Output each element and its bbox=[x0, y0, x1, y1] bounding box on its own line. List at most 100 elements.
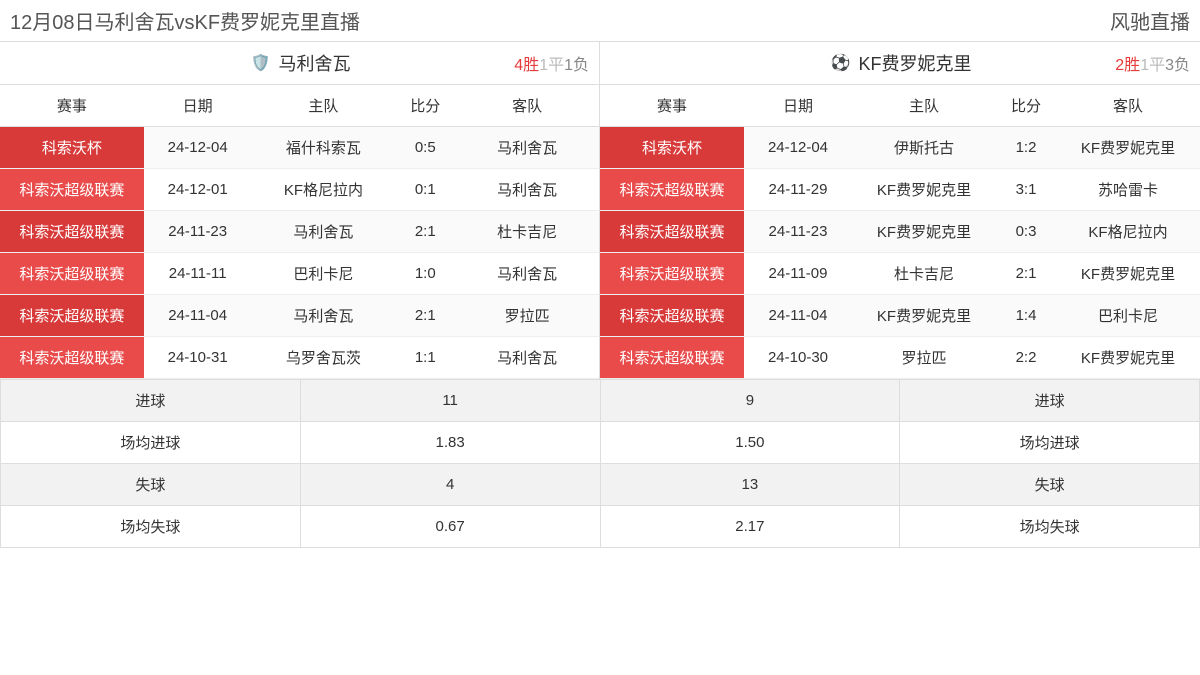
score-cell: 1:2 bbox=[996, 127, 1056, 169]
col-date: 日期 bbox=[744, 85, 852, 127]
stats-row: 失球413失球 bbox=[1, 464, 1200, 506]
score-cell: 0:3 bbox=[996, 211, 1056, 253]
away-team-cell: 巴利卡尼 bbox=[1056, 295, 1200, 337]
stat-label: 场均进球 bbox=[900, 422, 1200, 464]
home-team-cell: KF费罗妮克里 bbox=[852, 169, 996, 211]
date-cell: 24-11-23 bbox=[744, 211, 852, 253]
stat-label: 失球 bbox=[900, 464, 1200, 506]
stat-right-value: 9 bbox=[600, 380, 900, 422]
col-away: 客队 bbox=[455, 85, 599, 127]
date-cell: 24-10-30 bbox=[744, 337, 852, 379]
home-team-cell: KF格尼拉内 bbox=[252, 169, 396, 211]
competition-cell: 科索沃超级联赛 bbox=[600, 337, 744, 379]
table-row: 科索沃超级联赛24-10-31乌罗舍瓦茨1:1马利舍瓦 bbox=[0, 337, 599, 379]
col-date: 日期 bbox=[144, 85, 252, 127]
home-team-cell: 巴利卡尼 bbox=[252, 253, 396, 295]
main-content: 🛡️ 马利舍瓦 4胜1平1负 赛事 日期 主队 比分 客队 科索沃杯24-12-… bbox=[0, 41, 1200, 379]
competition-cell: 科索沃超级联赛 bbox=[600, 253, 744, 295]
stats-row: 进球119进球 bbox=[1, 380, 1200, 422]
competition-cell: 科索沃超级联赛 bbox=[0, 337, 144, 379]
score-cell: 1:0 bbox=[395, 253, 455, 295]
stat-right-value: 1.50 bbox=[600, 422, 900, 464]
stat-label: 场均进球 bbox=[1, 422, 301, 464]
right-history-table: 赛事 日期 主队 比分 客队 科索沃杯24-12-04伊斯托古1:2KF费罗妮克… bbox=[600, 85, 1200, 379]
competition-cell: 科索沃超级联赛 bbox=[0, 295, 144, 337]
competition-cell: 科索沃超级联赛 bbox=[600, 169, 744, 211]
score-cell: 2:1 bbox=[395, 295, 455, 337]
stat-label: 进球 bbox=[1, 380, 301, 422]
table-row: 科索沃杯24-12-04伊斯托古1:2KF费罗妮克里 bbox=[600, 127, 1200, 169]
date-cell: 24-11-04 bbox=[744, 295, 852, 337]
date-cell: 24-12-04 bbox=[144, 127, 252, 169]
away-team-cell: 马利舍瓦 bbox=[455, 169, 599, 211]
right-team-record: 2胜1平3负 bbox=[1115, 51, 1190, 75]
stat-right-value: 2.17 bbox=[600, 506, 900, 548]
col-home: 主队 bbox=[252, 85, 396, 127]
away-team-cell: 马利舍瓦 bbox=[455, 253, 599, 295]
draws-label: 1平 bbox=[539, 57, 564, 74]
home-team-cell: 乌罗舍瓦茨 bbox=[252, 337, 396, 379]
score-cell: 1:4 bbox=[996, 295, 1056, 337]
table-row: 科索沃超级联赛24-11-29KF费罗妮克里3:1苏哈雷卡 bbox=[600, 169, 1200, 211]
home-team-cell: KF费罗妮克里 bbox=[852, 295, 996, 337]
left-team-record: 4胜1平1负 bbox=[514, 51, 589, 75]
left-team-header: 🛡️ 马利舍瓦 4胜1平1负 bbox=[0, 42, 599, 85]
right-team-name: KF费罗妮克里 bbox=[858, 50, 971, 76]
table-row: 科索沃超级联赛24-11-11巴利卡尼1:0马利舍瓦 bbox=[0, 253, 599, 295]
page-title: 12月08日马利舍瓦vsKF费罗妮克里直播 bbox=[10, 6, 360, 35]
away-team-cell: KF费罗妮克里 bbox=[1056, 127, 1200, 169]
score-cell: 1:1 bbox=[395, 337, 455, 379]
away-team-cell: 罗拉匹 bbox=[455, 295, 599, 337]
away-team-cell: KF费罗妮克里 bbox=[1056, 253, 1200, 295]
competition-cell: 科索沃超级联赛 bbox=[600, 295, 744, 337]
stat-label: 场均失球 bbox=[1, 506, 301, 548]
col-event: 赛事 bbox=[600, 85, 744, 127]
competition-cell: 科索沃超级联赛 bbox=[600, 211, 744, 253]
date-cell: 24-12-01 bbox=[144, 169, 252, 211]
away-team-cell: KF费罗妮克里 bbox=[1056, 337, 1200, 379]
score-cell: 2:1 bbox=[395, 211, 455, 253]
home-team-cell: 伊斯托古 bbox=[852, 127, 996, 169]
date-cell: 24-12-04 bbox=[744, 127, 852, 169]
stats-row: 场均失球0.672.17场均失球 bbox=[1, 506, 1200, 548]
left-team-panel: 🛡️ 马利舍瓦 4胜1平1负 赛事 日期 主队 比分 客队 科索沃杯24-12-… bbox=[0, 42, 600, 379]
wins-label: 2胜 bbox=[1115, 57, 1140, 74]
stat-right-value: 13 bbox=[600, 464, 900, 506]
stats-table: 进球119进球场均进球1.831.50场均进球失球413失球场均失球0.672.… bbox=[0, 379, 1200, 548]
left-history-table: 赛事 日期 主队 比分 客队 科索沃杯24-12-04福什科索瓦0:5马利舍瓦科… bbox=[0, 85, 599, 379]
competition-cell: 科索沃超级联赛 bbox=[0, 253, 144, 295]
page-header: 12月08日马利舍瓦vsKF费罗妮克里直播 风驰直播 bbox=[0, 0, 1200, 41]
right-team-logo-icon: ⚽ bbox=[828, 51, 852, 75]
stats-row: 场均进球1.831.50场均进球 bbox=[1, 422, 1200, 464]
score-cell: 0:5 bbox=[395, 127, 455, 169]
right-team-header: ⚽ KF费罗妮克里 2胜1平3负 bbox=[600, 42, 1200, 85]
col-away: 客队 bbox=[1056, 85, 1200, 127]
right-team-panel: ⚽ KF费罗妮克里 2胜1平3负 赛事 日期 主队 比分 客队 科索沃杯24-1… bbox=[600, 42, 1200, 379]
competition-cell: 科索沃超级联赛 bbox=[0, 211, 144, 253]
competition-cell: 科索沃杯 bbox=[600, 127, 744, 169]
brand-label: 风驰直播 bbox=[1110, 6, 1190, 35]
stat-left-value: 11 bbox=[300, 380, 600, 422]
away-team-cell: 马利舍瓦 bbox=[455, 337, 599, 379]
draws-label: 1平 bbox=[1140, 57, 1165, 74]
score-cell: 2:1 bbox=[996, 253, 1056, 295]
col-score: 比分 bbox=[996, 85, 1056, 127]
table-row: 科索沃超级联赛24-11-23KF费罗妮克里0:3KF格尼拉内 bbox=[600, 211, 1200, 253]
away-team-cell: 苏哈雷卡 bbox=[1056, 169, 1200, 211]
away-team-cell: KF格尼拉内 bbox=[1056, 211, 1200, 253]
table-row: 科索沃超级联赛24-11-04马利舍瓦2:1罗拉匹 bbox=[0, 295, 599, 337]
table-row: 科索沃杯24-12-04福什科索瓦0:5马利舍瓦 bbox=[0, 127, 599, 169]
table-row: 科索沃超级联赛24-10-30罗拉匹2:2KF费罗妮克里 bbox=[600, 337, 1200, 379]
col-score: 比分 bbox=[395, 85, 455, 127]
table-row: 科索沃超级联赛24-11-04KF费罗妮克里1:4巴利卡尼 bbox=[600, 295, 1200, 337]
date-cell: 24-10-31 bbox=[144, 337, 252, 379]
home-team-cell: 福什科索瓦 bbox=[252, 127, 396, 169]
home-team-cell: 马利舍瓦 bbox=[252, 295, 396, 337]
table-row: 科索沃超级联赛24-11-23马利舍瓦2:1杜卡吉尼 bbox=[0, 211, 599, 253]
losses-label: 3负 bbox=[1165, 57, 1190, 74]
losses-label: 1负 bbox=[564, 57, 589, 74]
date-cell: 24-11-23 bbox=[144, 211, 252, 253]
stat-label: 场均失球 bbox=[900, 506, 1200, 548]
score-cell: 0:1 bbox=[395, 169, 455, 211]
date-cell: 24-11-11 bbox=[144, 253, 252, 295]
